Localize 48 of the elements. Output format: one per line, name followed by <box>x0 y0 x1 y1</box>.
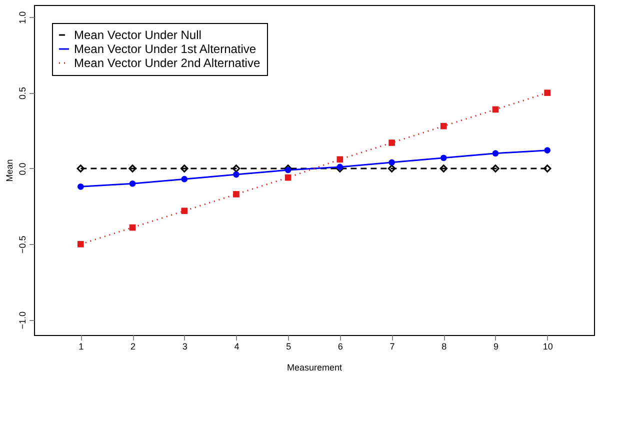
point <box>78 183 84 190</box>
y-axis-title: Mean <box>4 159 14 182</box>
point <box>284 174 292 181</box>
point <box>492 106 499 113</box>
x-tick-label: 3 <box>182 342 188 352</box>
point <box>388 159 395 166</box>
point <box>440 122 447 130</box>
point <box>492 164 500 172</box>
point <box>180 164 188 172</box>
y-tick-label: 1.0 <box>18 11 28 24</box>
point <box>181 208 188 214</box>
legend-label: Mean Vector Under 2nd Alternative <box>74 56 260 70</box>
x-tick-label: 5 <box>286 342 292 352</box>
legend-label: Mean Vector Under Null <box>74 28 202 42</box>
x-tick-label: 4 <box>234 342 240 352</box>
y-tick-label: 0.0 <box>18 162 28 176</box>
point <box>76 164 85 172</box>
x-tick-label: 9 <box>493 342 498 352</box>
x-tick-label: 6 <box>338 342 343 352</box>
point <box>181 176 188 182</box>
x-tick-label: 7 <box>390 342 395 352</box>
point <box>128 164 136 172</box>
x-tick-label: 1 <box>78 342 84 352</box>
point <box>233 191 240 198</box>
x-axis-title: Measurement <box>286 362 343 372</box>
point <box>492 150 499 157</box>
point <box>336 164 344 170</box>
x-tick-label: 8 <box>442 342 447 352</box>
point <box>544 147 550 154</box>
point <box>129 180 136 187</box>
y-tick-label: 0.5 <box>18 87 28 100</box>
point <box>336 156 344 163</box>
point <box>543 164 552 172</box>
point <box>284 166 292 174</box>
point <box>544 90 550 96</box>
x-tick-label: 2 <box>130 342 136 352</box>
point <box>129 224 136 231</box>
y-tick-label: −0.5 <box>18 236 28 254</box>
point <box>78 241 84 248</box>
y-tick-label: −1.0 <box>18 311 28 330</box>
point <box>440 154 447 162</box>
point <box>232 164 240 172</box>
x-tick-label: 10 <box>542 342 553 352</box>
point <box>440 164 448 172</box>
point <box>388 164 396 172</box>
legend-label: Mean Vector Under 1st Alternative <box>74 42 256 56</box>
point <box>233 171 240 178</box>
point <box>388 140 395 146</box>
